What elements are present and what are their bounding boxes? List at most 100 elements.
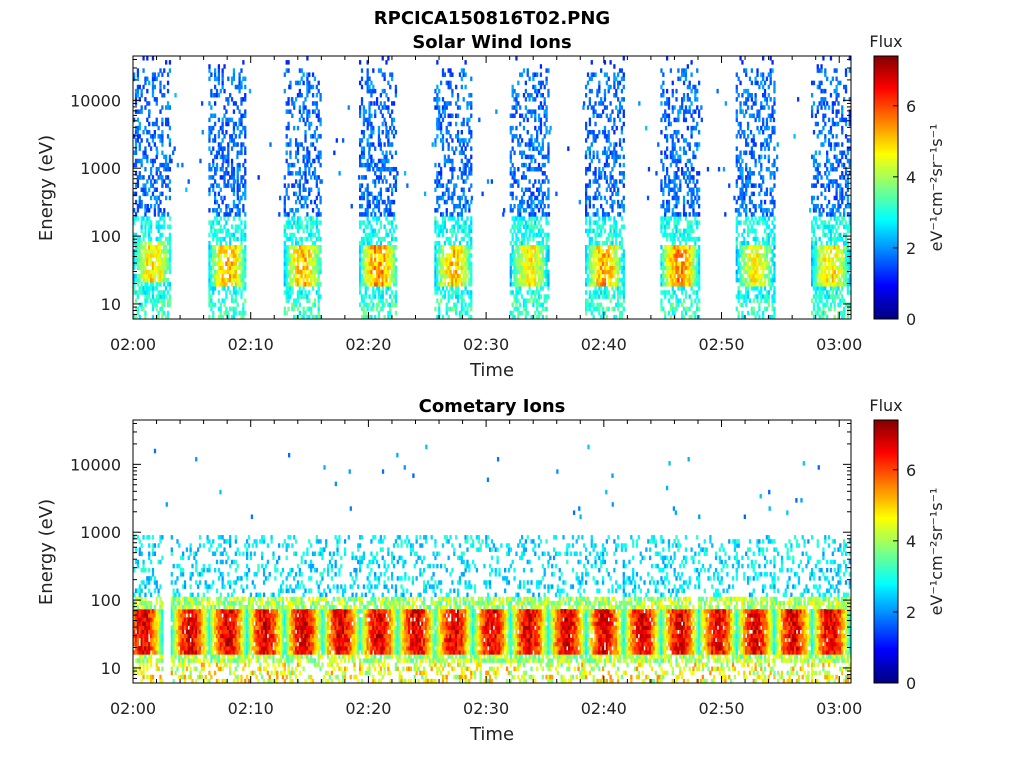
heatmap-cell — [462, 179, 465, 184]
heatmap-cell — [308, 245, 311, 250]
heatmap-cell — [536, 261, 539, 266]
heatmap-cell — [684, 171, 688, 176]
heatmap-cell — [360, 97, 364, 102]
heatmap-cell — [541, 212, 544, 217]
heatmap-cell — [230, 294, 234, 299]
heatmap-cell — [681, 261, 684, 266]
heatmap-cell — [366, 183, 369, 188]
heatmap-cell — [603, 134, 607, 139]
heatmap-cell — [221, 138, 224, 143]
heatmap-cell — [445, 302, 448, 308]
heatmap-cell — [377, 216, 381, 221]
heatmap-cell — [522, 282, 526, 287]
heatmap-cell — [161, 72, 164, 77]
heatmap-cell — [513, 175, 516, 180]
heatmap-cell — [735, 257, 738, 262]
heatmap-cell — [697, 80, 701, 86]
heatmap-cell — [149, 220, 153, 225]
heatmap-cell — [662, 257, 665, 262]
heatmap-cell — [594, 236, 597, 242]
heatmap-cell — [315, 257, 318, 262]
heatmap-cell — [360, 257, 364, 262]
heatmap-cell — [439, 195, 443, 201]
heatmap-cell — [470, 183, 473, 188]
heatmap-cell — [609, 240, 612, 246]
heatmap-cell — [530, 224, 533, 229]
heatmap-cell — [536, 302, 539, 308]
heatmap-cell — [673, 195, 676, 201]
heatmap-cell — [677, 245, 680, 250]
heatmap-cell — [293, 162, 296, 168]
heatmap-cell — [660, 117, 663, 123]
heatmap-cell — [618, 265, 622, 271]
heatmap-cell — [745, 212, 748, 217]
heatmap-cell — [453, 306, 456, 312]
heatmap-cell — [372, 249, 375, 254]
heatmap-cell — [671, 310, 674, 316]
heatmap-cell — [310, 232, 313, 238]
heatmap-cell — [522, 117, 526, 123]
heatmap-cell — [737, 212, 740, 217]
heatmap-cell — [615, 236, 618, 242]
heatmap-cell — [600, 290, 603, 295]
heatmap-cell — [468, 245, 471, 250]
heatmap-cell — [526, 117, 529, 123]
heatmap-cell — [229, 208, 232, 213]
heatmap-cell — [383, 142, 386, 147]
heatmap-cell — [468, 261, 471, 266]
heatmap-cell — [385, 257, 388, 262]
heatmap-cell — [294, 245, 298, 250]
heatmap-cell — [163, 220, 166, 225]
heatmap-cell — [375, 261, 379, 266]
heatmap-cell — [460, 277, 463, 283]
heatmap-cell — [296, 261, 300, 266]
heatmap-cell — [451, 228, 454, 234]
heatmap-cell — [313, 269, 317, 275]
heatmap-cell — [311, 257, 315, 262]
heatmap-cell — [596, 245, 599, 250]
heatmap-cell — [662, 261, 665, 266]
heatmap-cell — [752, 277, 755, 283]
heatmap-cell — [208, 282, 211, 287]
heatmap-cell — [438, 121, 441, 127]
heatmap-cell — [366, 138, 369, 143]
heatmap-cell — [682, 306, 686, 312]
heatmap-cell — [213, 84, 217, 90]
heatmap-cell — [688, 253, 691, 258]
heatmap-cell — [515, 273, 518, 279]
heatmap-cell — [144, 240, 147, 246]
heatmap-cell — [221, 249, 224, 254]
heatmap-cell — [234, 121, 237, 127]
heatmap-cell — [541, 253, 544, 258]
heatmap-cell — [669, 302, 673, 308]
heatmap-cell — [539, 121, 543, 127]
heatmap-cell — [592, 261, 595, 266]
heatmap-cell — [385, 228, 388, 234]
heatmap-cell — [447, 216, 450, 221]
heatmap-cell — [547, 154, 550, 160]
heatmap-cell — [681, 236, 684, 242]
heatmap-cell — [611, 261, 614, 266]
heatmap-cell — [372, 199, 375, 205]
heatmap-cell — [669, 134, 673, 139]
heatmap-cell — [605, 290, 608, 295]
heatmap-cell — [686, 199, 689, 205]
heatmap-cell — [673, 249, 676, 254]
heatmap-cell — [466, 216, 469, 221]
heatmap-cell — [605, 253, 608, 258]
heatmap-cell — [662, 80, 665, 86]
heatmap-cell — [165, 261, 168, 266]
heatmap-cell — [748, 265, 752, 271]
heatmap-cell — [138, 158, 141, 164]
heatmap-cell — [739, 240, 742, 246]
heatmap-cell — [210, 302, 213, 308]
heatmap-cell — [387, 249, 390, 254]
heatmap-cell — [210, 125, 213, 131]
heatmap-cell — [537, 125, 541, 131]
heatmap-cell — [592, 269, 595, 275]
heatmap-cell — [230, 158, 234, 164]
heatmap-cell — [524, 208, 527, 213]
heatmap-cell — [236, 142, 239, 147]
heatmap-cell — [517, 269, 520, 275]
heatmap-cell — [453, 261, 456, 266]
